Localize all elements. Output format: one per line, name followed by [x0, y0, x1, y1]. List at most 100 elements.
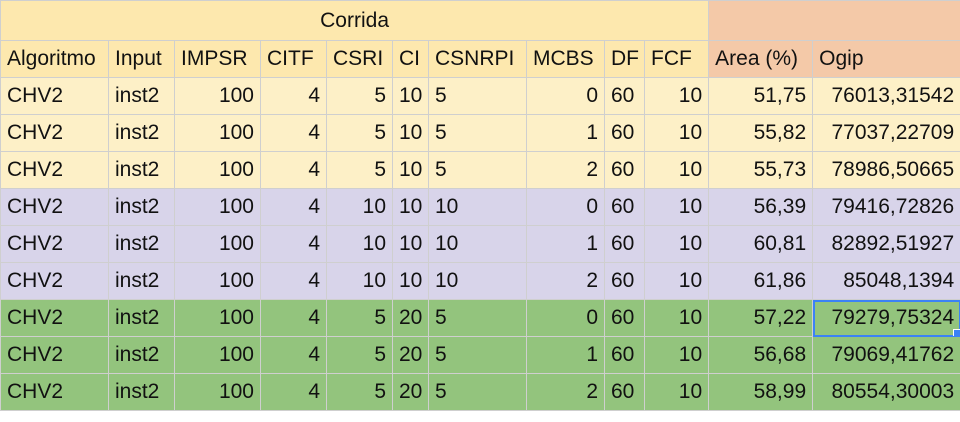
table-cell[interactable]: 100 [174, 188, 261, 226]
table-cell[interactable]: CHV2 [0, 262, 109, 300]
table-cell[interactable]: 10 [643, 299, 710, 337]
table-cell[interactable]: 76013,31542 [812, 77, 960, 115]
table-cell[interactable]: 80554,30003 [812, 373, 960, 411]
table-cell[interactable]: 5 [326, 373, 393, 411]
table-cell[interactable]: 56,68 [708, 336, 814, 374]
table-cell[interactable]: 100 [174, 262, 261, 300]
table-cell[interactable]: 2 [526, 373, 605, 411]
table-cell[interactable]: inst2 [108, 336, 175, 374]
table-cell[interactable]: CHV2 [0, 225, 109, 263]
table-cell[interactable]: 60 [604, 373, 645, 411]
table-cell[interactable]: 10 [643, 225, 710, 263]
table-cell[interactable]: 100 [174, 151, 261, 189]
table-cell[interactable]: 4 [260, 299, 327, 337]
column-header-cell[interactable]: CI [392, 40, 429, 78]
table-cell[interactable]: 1 [526, 336, 605, 374]
table-cell[interactable]: 61,86 [708, 262, 814, 300]
table-cell[interactable]: 77037,22709 [812, 114, 960, 152]
table-cell[interactable]: 10 [326, 262, 393, 300]
table-cell[interactable]: 10 [643, 151, 710, 189]
fill-handle[interactable] [953, 329, 960, 336]
table-cell[interactable]: 4 [260, 151, 327, 189]
table-cell[interactable]: 10 [392, 225, 429, 263]
table-cell[interactable]: 10 [392, 151, 429, 189]
column-header-cell[interactable]: DF [604, 40, 645, 78]
table-cell[interactable]: 55,82 [708, 114, 814, 152]
table-cell[interactable]: 10 [392, 188, 429, 226]
table-cell[interactable]: 58,99 [708, 373, 814, 411]
table-cell[interactable]: 5 [428, 77, 527, 115]
table-cell[interactable]: inst2 [108, 373, 175, 411]
table-cell[interactable]: CHV2 [0, 77, 109, 115]
table-cell[interactable]: 5 [326, 299, 393, 337]
table-cell[interactable]: 5 [428, 373, 527, 411]
table-cell[interactable]: inst2 [108, 151, 175, 189]
table-cell[interactable]: 5 [326, 151, 393, 189]
table-cell[interactable]: 5 [326, 336, 393, 374]
table-cell[interactable]: 60 [604, 77, 645, 115]
table-cell[interactable]: 60 [604, 114, 645, 152]
column-header-cell[interactable]: IMPSR [174, 40, 261, 78]
table-cell[interactable]: 4 [260, 336, 327, 374]
table-cell[interactable]: 60 [604, 225, 645, 263]
table-cell[interactable]: 4 [260, 225, 327, 263]
table-cell[interactable]: 0 [526, 299, 605, 337]
table-cell[interactable]: 0 [526, 188, 605, 226]
table-cell[interactable]: 4 [260, 77, 327, 115]
table-cell[interactable]: 10 [326, 188, 393, 226]
table-cell[interactable]: 78986,50665 [812, 151, 960, 189]
table-cell[interactable]: inst2 [108, 299, 175, 337]
table-cell[interactable]: 2 [526, 151, 605, 189]
table-cell[interactable]: 0 [526, 77, 605, 115]
table-cell[interactable]: CHV2 [0, 114, 109, 152]
table-cell[interactable]: 10 [643, 373, 710, 411]
table-cell[interactable]: 20 [392, 299, 429, 337]
table-cell[interactable]: 57,22 [708, 299, 814, 337]
table-cell[interactable]: 60,81 [708, 225, 814, 263]
table-cell[interactable]: 10 [392, 114, 429, 152]
table-cell[interactable]: 20 [392, 336, 429, 374]
table-cell[interactable]: 4 [260, 188, 327, 226]
table-cell[interactable]: 60 [604, 299, 645, 337]
table-cell[interactable]: 10 [643, 188, 710, 226]
selected-cell[interactable]: 79279,75324 [812, 299, 960, 337]
column-header-cell[interactable]: CITF [260, 40, 327, 78]
table-cell[interactable]: 5 [326, 77, 393, 115]
table-cell[interactable]: 55,73 [708, 151, 814, 189]
table-cell[interactable]: CHV2 [0, 188, 109, 226]
column-header-cell[interactable]: Ogip [812, 40, 960, 78]
table-cell[interactable]: inst2 [108, 188, 175, 226]
table-cell[interactable]: 100 [174, 114, 261, 152]
table-cell[interactable]: 4 [260, 114, 327, 152]
column-header-cell[interactable]: Area (%) [708, 40, 814, 78]
table-cell[interactable]: 5 [428, 114, 527, 152]
table-cell[interactable]: 4 [260, 373, 327, 411]
table-cell[interactable]: 10 [643, 77, 710, 115]
column-header-cell[interactable]: Input [108, 40, 175, 78]
table-cell[interactable]: 82892,51927 [812, 225, 960, 263]
table-cell[interactable]: 10 [643, 262, 710, 300]
table-cell[interactable]: inst2 [108, 77, 175, 115]
column-header-cell[interactable]: MCBS [526, 40, 605, 78]
table-cell[interactable]: CHV2 [0, 299, 109, 337]
table-cell[interactable]: 85048,1394 [812, 262, 960, 300]
table-cell[interactable]: 2 [526, 262, 605, 300]
table-cell[interactable]: 10 [428, 262, 527, 300]
table-cell[interactable]: 79069,41762 [812, 336, 960, 374]
table-cell[interactable]: CHV2 [0, 373, 109, 411]
table-cell[interactable]: 5 [326, 114, 393, 152]
column-header-cell[interactable]: CSRI [326, 40, 393, 78]
table-cell[interactable]: 100 [174, 299, 261, 337]
table-cell[interactable]: CHV2 [0, 336, 109, 374]
table-cell[interactable]: 10 [392, 262, 429, 300]
table-cell[interactable]: 4 [260, 262, 327, 300]
table-cell[interactable]: 20 [392, 373, 429, 411]
table-cell[interactable]: 51,75 [708, 77, 814, 115]
group-header-cell[interactable]: Corrida [0, 0, 710, 41]
table-cell[interactable]: 1 [526, 225, 605, 263]
table-cell[interactable]: 1 [526, 114, 605, 152]
table-cell[interactable]: 60 [604, 151, 645, 189]
table-cell[interactable]: 79416,72826 [812, 188, 960, 226]
table-cell[interactable]: 5 [428, 336, 527, 374]
column-header-cell[interactable]: Algoritmo [0, 40, 109, 78]
